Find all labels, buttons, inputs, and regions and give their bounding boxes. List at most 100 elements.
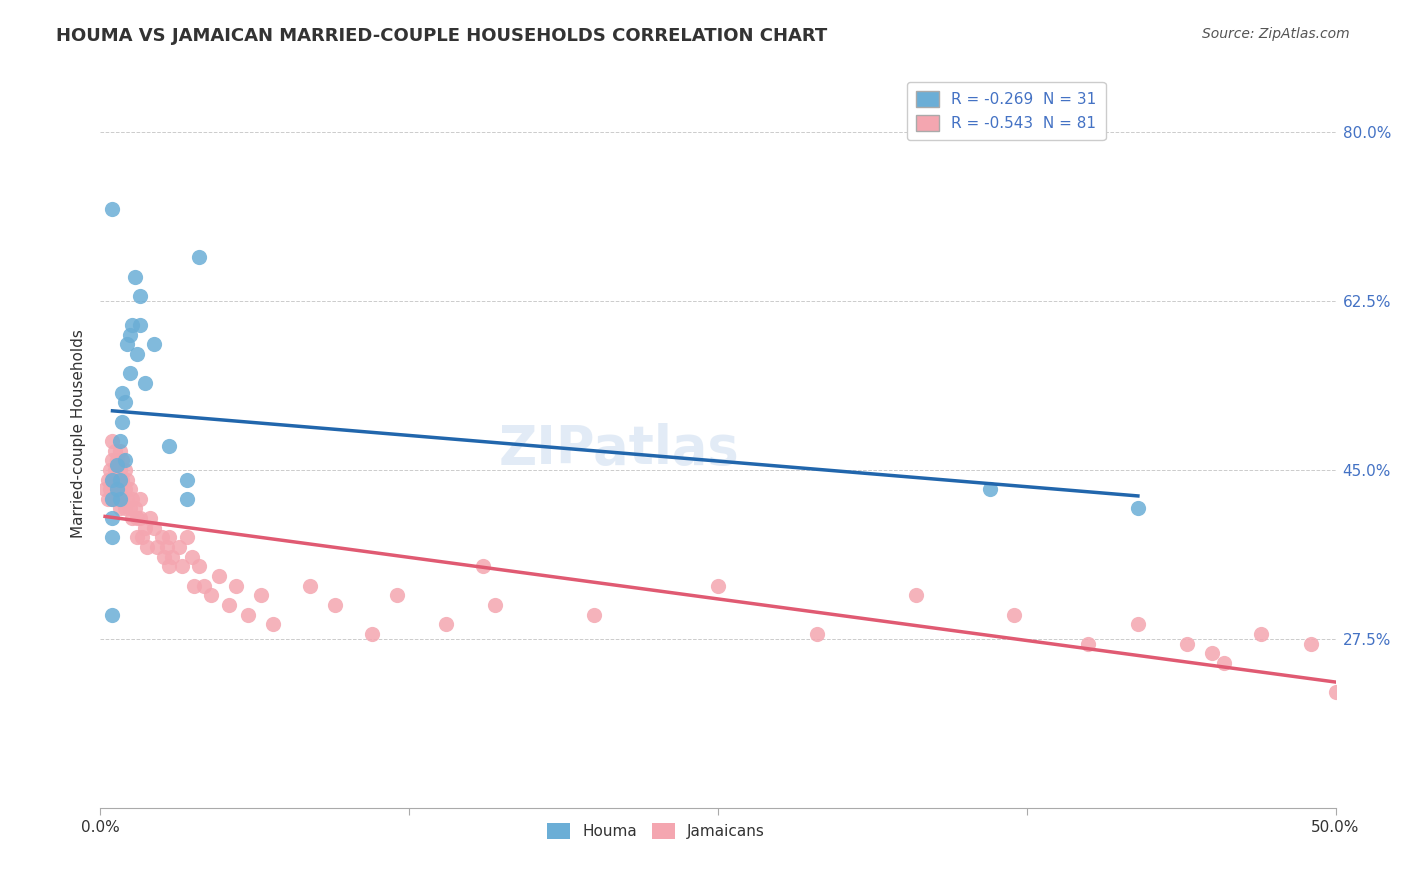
Point bbox=[134, 521, 156, 535]
Point bbox=[101, 202, 124, 217]
Legend: Houma, Jamaicans: Houma, Jamaicans bbox=[541, 817, 772, 845]
Point bbox=[157, 559, 180, 574]
Point bbox=[114, 463, 136, 477]
Point bbox=[124, 269, 146, 284]
Point bbox=[157, 531, 180, 545]
Point bbox=[118, 482, 141, 496]
Point bbox=[1299, 637, 1322, 651]
Point bbox=[299, 579, 322, 593]
Point bbox=[118, 501, 141, 516]
Point bbox=[249, 588, 271, 602]
Point bbox=[117, 473, 139, 487]
Text: HOUMA VS JAMAICAN MARRIED-COUPLE HOUSEHOLDS CORRELATION CHART: HOUMA VS JAMAICAN MARRIED-COUPLE HOUSEHO… bbox=[56, 27, 828, 45]
Point bbox=[121, 511, 143, 525]
Point bbox=[108, 491, 131, 506]
Text: ZIPatlas: ZIPatlas bbox=[499, 423, 740, 475]
Point bbox=[188, 559, 211, 574]
Point bbox=[114, 453, 136, 467]
Point bbox=[124, 501, 146, 516]
Point bbox=[131, 531, 153, 545]
Point bbox=[104, 463, 127, 477]
Point bbox=[323, 598, 346, 612]
Point bbox=[180, 549, 202, 564]
Point bbox=[128, 289, 150, 303]
Point bbox=[262, 617, 284, 632]
Point bbox=[176, 531, 198, 545]
Point bbox=[153, 549, 176, 564]
Point bbox=[117, 337, 139, 351]
Point bbox=[1126, 501, 1149, 516]
Point bbox=[138, 511, 160, 525]
Point bbox=[107, 491, 129, 506]
Point bbox=[157, 439, 180, 453]
Point bbox=[472, 559, 495, 574]
Point bbox=[104, 482, 127, 496]
Point bbox=[128, 491, 150, 506]
Point bbox=[101, 473, 124, 487]
Point bbox=[1213, 656, 1236, 670]
Point bbox=[225, 579, 247, 593]
Point bbox=[170, 559, 193, 574]
Point bbox=[101, 453, 124, 467]
Point bbox=[96, 491, 118, 506]
Point bbox=[1175, 637, 1198, 651]
Point bbox=[1002, 607, 1025, 622]
Point bbox=[118, 327, 141, 342]
Point bbox=[1201, 646, 1223, 660]
Point bbox=[117, 491, 139, 506]
Point bbox=[176, 491, 198, 506]
Point bbox=[121, 491, 143, 506]
Point bbox=[108, 434, 131, 448]
Point bbox=[94, 482, 117, 496]
Point bbox=[121, 318, 143, 332]
Point bbox=[979, 482, 1001, 496]
Point bbox=[238, 607, 260, 622]
Point bbox=[904, 588, 927, 602]
Point bbox=[1324, 685, 1347, 699]
Point bbox=[1077, 637, 1099, 651]
Point bbox=[107, 482, 129, 496]
Point bbox=[101, 511, 124, 525]
Point bbox=[127, 511, 149, 525]
Point bbox=[111, 385, 134, 400]
Point bbox=[107, 473, 129, 487]
Point bbox=[108, 443, 131, 458]
Point bbox=[183, 579, 205, 593]
Point bbox=[101, 473, 124, 487]
Point bbox=[136, 540, 159, 554]
Point bbox=[200, 588, 222, 602]
Point bbox=[101, 434, 124, 448]
Point bbox=[193, 579, 215, 593]
Point bbox=[114, 482, 136, 496]
Point bbox=[101, 531, 124, 545]
Point bbox=[128, 318, 150, 332]
Point bbox=[583, 607, 606, 622]
Point bbox=[127, 531, 149, 545]
Point bbox=[160, 549, 183, 564]
Point bbox=[111, 473, 134, 487]
Point bbox=[108, 463, 131, 477]
Point bbox=[104, 443, 127, 458]
Point bbox=[128, 511, 150, 525]
Text: Source: ZipAtlas.com: Source: ZipAtlas.com bbox=[1202, 27, 1350, 41]
Point bbox=[150, 531, 173, 545]
Point bbox=[1126, 617, 1149, 632]
Point bbox=[156, 540, 179, 554]
Point bbox=[361, 627, 384, 641]
Point bbox=[114, 501, 136, 516]
Point bbox=[146, 540, 169, 554]
Point bbox=[484, 598, 506, 612]
Point bbox=[98, 482, 121, 496]
Y-axis label: Married-couple Households: Married-couple Households bbox=[72, 329, 86, 538]
Point bbox=[101, 607, 124, 622]
Point bbox=[176, 473, 198, 487]
Point bbox=[98, 463, 121, 477]
Point bbox=[167, 540, 190, 554]
Point bbox=[118, 367, 141, 381]
Point bbox=[134, 376, 156, 390]
Point bbox=[111, 415, 134, 429]
Point bbox=[707, 579, 730, 593]
Point bbox=[108, 473, 131, 487]
Point bbox=[114, 395, 136, 409]
Point bbox=[108, 501, 131, 516]
